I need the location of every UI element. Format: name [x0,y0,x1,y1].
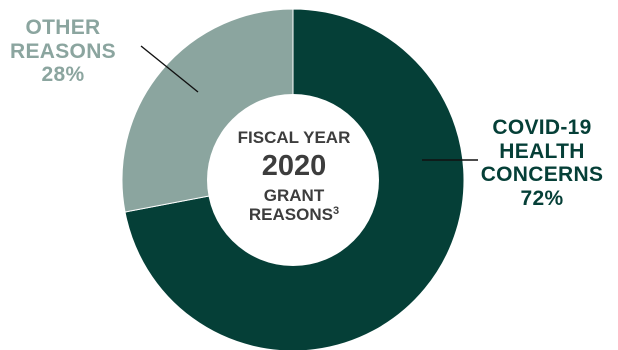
footnote-superscript: 3 [332,205,340,218]
label-covid-line-2: HEALTH [499,139,585,163]
chart-center-title: FISCAL YEAR 2020 GRANT REASONS3 [214,128,374,225]
label-covid-value: 72% [520,186,564,210]
leader-line-other [140,45,199,93]
label-other-value: 28% [41,63,85,87]
center-title-line-4-text: REASONS [248,205,333,225]
center-title-line-3: GRANT [263,185,325,205]
center-title-year: 2020 [261,149,327,182]
center-title-line-1: FISCAL YEAR [237,128,351,147]
label-covid-line-1: COVID-19 [492,116,592,139]
center-title-line-4: REASONS3 [214,205,374,225]
slice-label-covid-19: COVID-19 HEALTH CONCERNS 72% [465,116,618,210]
label-covid-line-3: CONCERNS [480,163,604,187]
donut-hole [207,94,379,266]
label-other-line-2: REASONS [10,39,116,63]
slice-label-other-reasons: OTHER REASONS 28% [2,16,124,87]
label-other-line-1: OTHER [25,16,101,39]
